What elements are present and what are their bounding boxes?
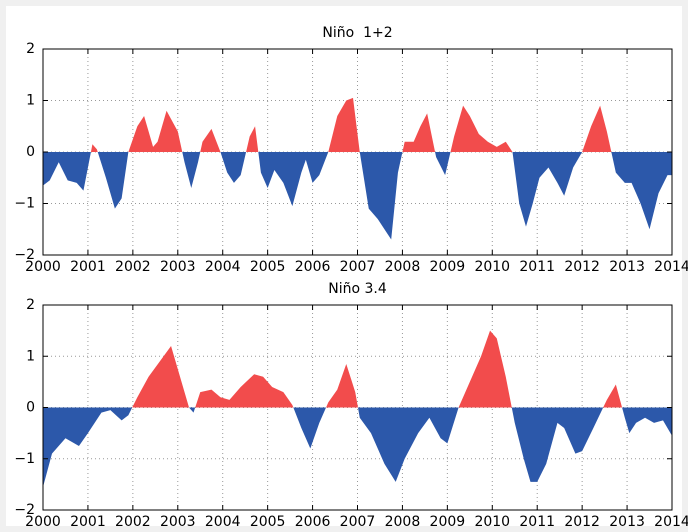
x-tick-label: 2010 — [474, 259, 510, 275]
negative-area — [43, 152, 672, 240]
y-tick-label: 2 — [26, 41, 35, 57]
y-tick-label: −2 — [14, 247, 35, 263]
x-tick-label: 2008 — [385, 259, 421, 275]
x-tick-label: 2011 — [519, 514, 555, 530]
x-tick-label: 2001 — [70, 514, 106, 530]
y-tick-label: −1 — [14, 451, 35, 467]
x-tick-label: 2009 — [430, 259, 466, 275]
positive-area — [43, 330, 672, 408]
y-tick-label: 1 — [26, 93, 35, 109]
x-tick-label: 2004 — [205, 259, 241, 275]
x-tick-label: 2009 — [430, 514, 466, 530]
x-tick-label: 2012 — [564, 259, 600, 275]
x-tick-label: 2011 — [519, 259, 555, 275]
x-tick-label: 2000 — [25, 514, 61, 530]
chart-title: Niño 3.4 — [328, 281, 387, 297]
x-tick-label: 2002 — [115, 514, 151, 530]
negative-area — [43, 407, 672, 487]
x-tick-label: 2010 — [474, 514, 510, 530]
y-tick-label: 0 — [26, 400, 35, 416]
y-tick-label: 0 — [26, 144, 35, 160]
y-tick-label: 2 — [26, 297, 35, 313]
x-tick-label: 2007 — [340, 259, 376, 275]
y-tick-label: −2 — [14, 502, 35, 518]
x-tick-label: 2003 — [160, 514, 196, 530]
x-tick-label: 2012 — [564, 514, 600, 530]
x-tick-label: 2000 — [25, 259, 61, 275]
chart-title: Niño 1+2 — [322, 25, 392, 41]
positive-area — [43, 97, 672, 152]
x-tick-label: 2004 — [205, 514, 241, 530]
x-tick-label: 2013 — [609, 514, 645, 530]
x-tick-label: 2001 — [70, 259, 106, 275]
y-tick-label: −1 — [14, 196, 35, 212]
x-tick-label: 2014 — [654, 259, 688, 275]
x-tick-label: 2003 — [160, 259, 196, 275]
y-tick-label: 1 — [26, 348, 35, 364]
x-tick-label: 2005 — [250, 259, 286, 275]
x-tick-label: 2008 — [385, 514, 421, 530]
x-tick-label: 2002 — [115, 259, 151, 275]
x-tick-label: 2007 — [340, 514, 376, 530]
x-tick-label: 2005 — [250, 514, 286, 530]
x-tick-label: 2013 — [609, 259, 645, 275]
x-tick-label: 2006 — [295, 514, 331, 530]
x-tick-label: 2006 — [295, 259, 331, 275]
x-tick-label: 2014 — [654, 514, 688, 530]
